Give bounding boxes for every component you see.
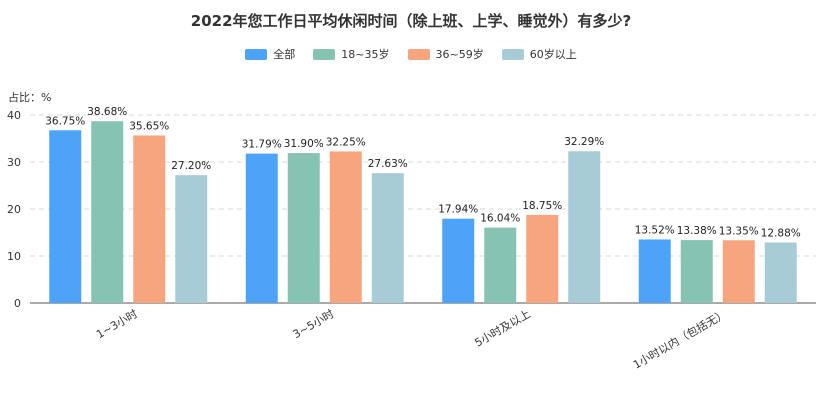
data-label: 36.75% — [45, 115, 85, 127]
data-label: 32.25% — [326, 136, 366, 148]
data-label: 12.88% — [761, 227, 801, 239]
data-label: 16.04% — [480, 213, 520, 225]
x-tick-label: 3~5小时 — [291, 307, 337, 341]
data-label: 27.63% — [368, 158, 408, 170]
y-axis-unit-label: 占比：% — [8, 91, 52, 104]
x-tick-label: 1~3小时 — [94, 307, 140, 341]
y-tick-label: 40 — [7, 109, 21, 122]
data-label: 31.79% — [242, 139, 282, 151]
legend-swatch-36-59 — [407, 48, 430, 60]
legend-label-18-35: 18~35岁 — [341, 48, 390, 61]
legend: 全部 18~35岁 36~59岁 60岁以上 — [0, 46, 822, 62]
bar — [568, 151, 601, 303]
y-tick-label: 10 — [7, 250, 21, 263]
legend-swatch-18-35 — [313, 48, 336, 60]
bar — [526, 214, 559, 303]
chart-title: 2022年您工作日平均休闲时间（除上班、上学、睡觉外）有多少? — [190, 12, 632, 30]
bar — [329, 151, 362, 303]
data-label: 13.38% — [677, 225, 717, 237]
bar — [764, 242, 797, 303]
legend-item-all[interactable]: 全部 — [245, 46, 295, 62]
bar — [245, 153, 278, 303]
bar — [91, 121, 124, 303]
bar — [442, 218, 475, 303]
y-tick-label: 0 — [14, 297, 21, 310]
legend-item-18-35[interactable]: 18~35岁 — [313, 46, 390, 62]
data-label: 17.94% — [438, 204, 478, 216]
legend-label-all: 全部 — [273, 48, 296, 61]
data-label: 38.68% — [87, 106, 127, 118]
y-tick-label: 30 — [7, 156, 21, 169]
bar — [371, 173, 404, 303]
bar — [680, 240, 713, 303]
data-label: 13.35% — [719, 225, 759, 237]
bar — [175, 175, 208, 303]
data-label: 18.75% — [522, 200, 562, 212]
legend-swatch-60-plus — [501, 48, 524, 60]
data-label: 35.65% — [129, 120, 169, 132]
data-label: 31.90% — [284, 138, 324, 150]
data-label: 32.29% — [564, 136, 604, 148]
legend-swatch-all — [245, 48, 268, 60]
bar — [133, 135, 166, 303]
bar — [49, 130, 82, 303]
y-tick-label: 20 — [7, 203, 21, 216]
x-tick-label: 1小时以内（包括无） — [630, 306, 729, 371]
x-tick-label: 5小时及以上 — [473, 307, 533, 349]
data-label: 27.20% — [171, 160, 211, 172]
legend-label-60-plus: 60岁以上 — [529, 48, 577, 61]
bar — [287, 153, 320, 303]
bar — [484, 227, 517, 303]
legend-item-36-59[interactable]: 36~59岁 — [407, 46, 484, 62]
legend-item-60-plus[interactable]: 60岁以上 — [501, 46, 577, 62]
bar — [722, 240, 755, 303]
data-label: 13.52% — [635, 224, 675, 236]
legend-label-36-59: 36~59岁 — [435, 48, 484, 61]
bar — [638, 239, 671, 303]
